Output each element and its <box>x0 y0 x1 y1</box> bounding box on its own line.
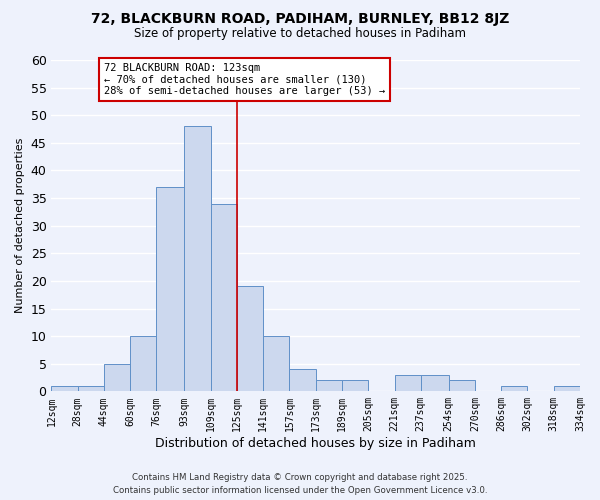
Bar <box>501 386 527 392</box>
Bar <box>395 375 421 392</box>
Bar <box>157 187 184 392</box>
Bar <box>77 386 104 392</box>
Text: Size of property relative to detached houses in Padiham: Size of property relative to detached ho… <box>134 28 466 40</box>
Y-axis label: Number of detached properties: Number of detached properties <box>15 138 25 314</box>
Bar <box>554 386 580 392</box>
Bar <box>316 380 342 392</box>
X-axis label: Distribution of detached houses by size in Padiham: Distribution of detached houses by size … <box>155 437 476 450</box>
Bar <box>421 375 449 392</box>
Bar <box>52 386 77 392</box>
Text: Contains HM Land Registry data © Crown copyright and database right 2025.
Contai: Contains HM Land Registry data © Crown c… <box>113 473 487 495</box>
Bar <box>130 336 157 392</box>
Bar <box>184 126 211 392</box>
Bar <box>342 380 368 392</box>
Bar <box>449 380 475 392</box>
Text: 72 BLACKBURN ROAD: 123sqm
← 70% of detached houses are smaller (130)
28% of semi: 72 BLACKBURN ROAD: 123sqm ← 70% of detac… <box>104 63 385 96</box>
Bar <box>289 369 316 392</box>
Bar <box>237 286 263 392</box>
Text: 72, BLACKBURN ROAD, PADIHAM, BURNLEY, BB12 8JZ: 72, BLACKBURN ROAD, PADIHAM, BURNLEY, BB… <box>91 12 509 26</box>
Bar <box>104 364 130 392</box>
Bar <box>263 336 289 392</box>
Bar <box>211 204 237 392</box>
